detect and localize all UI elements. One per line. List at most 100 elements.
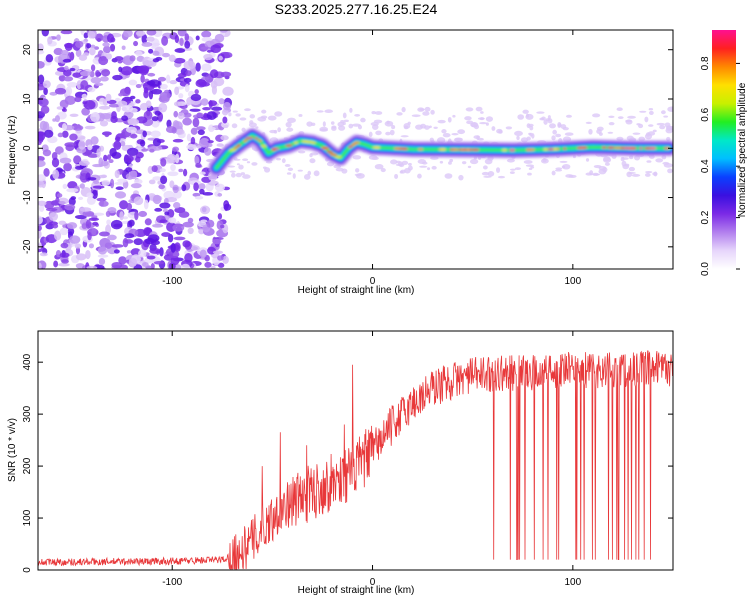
spectrogram-noise-cell: [207, 140, 214, 144]
spectrogram-speckle: [441, 129, 447, 134]
spectrogram-noise-cell: [142, 262, 149, 267]
spectrogram-noise-cell: [206, 219, 215, 228]
spectrogram-noise-cell: [38, 155, 45, 162]
spectrogram-speckle: [466, 120, 474, 125]
spectrogram-noise-cell: [187, 227, 194, 235]
spectrogram-speckle: [236, 163, 240, 166]
spectrogram-noise-cell: [98, 105, 111, 110]
spectrogram-noise-cell: [90, 44, 96, 49]
spectrogram-speckle: [528, 132, 532, 136]
spectrogram-hot-spot: [471, 148, 480, 151]
spectrogram-speckle: [491, 126, 496, 131]
spectrogram-speckle: [485, 116, 494, 122]
spectrogram-noise-cell: [217, 192, 223, 197]
spectrogram-noise-cell: [39, 120, 48, 131]
spectrogram-noise-cell: [95, 70, 100, 78]
snr-background: [38, 331, 673, 570]
spectrogram-noise-cell: [166, 119, 172, 128]
spectrogram-noise-cell: [105, 210, 111, 217]
spectrogram-speckle: [585, 172, 593, 176]
spectrogram-speckle: [229, 170, 236, 173]
spectrogram-speckle: [417, 173, 422, 179]
x-tick-label: 0: [370, 276, 376, 287]
spectrogram-speckle: [655, 158, 664, 163]
spectrogram-noise-cell: [172, 146, 180, 152]
spectrogram-noise-cell: [222, 86, 234, 96]
spectrogram-speckle: [509, 171, 515, 174]
spectrogram-speckle: [476, 135, 480, 141]
spectrogram-noise-cell: [172, 223, 185, 232]
spectrogram-hot-spot: [401, 147, 408, 151]
spectrogram-noise-cell: [109, 43, 116, 52]
colorbar-tick-label: 0.8: [700, 56, 711, 70]
spectrogram-noise-cell: [189, 108, 201, 112]
spectrogram-noise-cell: [184, 40, 191, 49]
y-tick-label: -10: [22, 190, 33, 205]
spectrogram-speckle: [659, 124, 666, 130]
spectrogram-noise-cell: [99, 145, 105, 152]
spectrogram-speckle: [592, 172, 599, 176]
spectrogram-noise-cell: [159, 83, 168, 90]
spectrogram-hot-spot: [285, 144, 293, 147]
spectrogram-noise-cell: [172, 184, 179, 194]
spectrogram-speckle: [244, 108, 251, 112]
spectrogram-speckle: [531, 133, 535, 139]
spectrogram-hot-spot: [665, 147, 671, 150]
spectrogram-noise-cell: [177, 112, 185, 120]
spectrogram-noise-cell: [58, 262, 70, 267]
spectrogram-noise-cell: [79, 207, 92, 212]
spectrogram-noise-cell: [183, 47, 193, 51]
x-tick-label: 100: [564, 577, 581, 588]
spectrogram-noise-cell: [217, 255, 224, 261]
spectrogram-speckle: [262, 166, 267, 169]
spectrogram-hot-spot: [614, 146, 622, 150]
spectrogram-speckle: [316, 110, 324, 113]
spectrogram-noise-cell: [125, 126, 137, 133]
spectrogram-speckle: [467, 165, 472, 169]
spectrogram-speckle: [667, 106, 673, 112]
spectrogram-hot-spot: [257, 139, 262, 142]
spectrogram-noise-cell: [170, 164, 176, 172]
spectrogram-speckle: [607, 131, 614, 134]
spectrogram-hot-spot: [293, 141, 299, 144]
spectrogram-speckle: [341, 168, 348, 174]
spectrogram-noise-cell: [54, 70, 65, 76]
spectrogram-speckle: [297, 169, 303, 172]
spectrogram-hot-spot: [607, 146, 615, 149]
spectrogram-speckle: [368, 131, 373, 137]
spectrogram-speckle: [483, 175, 492, 178]
spectrogram-noise-cell: [75, 253, 87, 261]
spectrogram-speckle: [298, 114, 303, 117]
spectrogram-noise-cell: [49, 91, 58, 96]
spectrogram-noise-cell: [99, 120, 109, 127]
spectrogram-speckle: [400, 135, 409, 138]
spectrogram-speckle: [277, 127, 281, 133]
spectrogram-noise-cell: [174, 48, 186, 53]
spectrogram-speckle: [660, 110, 666, 115]
spectrogram-speckle: [235, 172, 242, 178]
spectrogram-noise-cell: [127, 118, 140, 126]
spectrogram-noise-cell: [190, 93, 202, 102]
spectrogram-noise-cell: [38, 242, 42, 250]
spectrogram-noise-cell: [107, 234, 117, 241]
spectrogram-speckle: [374, 111, 383, 115]
spectrogram-speckle: [354, 173, 362, 177]
spectrogram-noise-cell: [38, 74, 45, 84]
spectrogram-noise-cell: [167, 208, 175, 219]
spectrogram-hot-spot: [501, 148, 508, 152]
spectrogram-speckle: [274, 111, 283, 117]
spectrogram-noise-cell: [80, 30, 85, 36]
spectrogram-speckle: [564, 132, 574, 136]
spectrogram-noise-cell: [200, 46, 211, 51]
spectrogram-noise-cell: [83, 100, 96, 110]
spectrogram-noise-cell: [133, 40, 139, 47]
spectrogram-noise-cell: [98, 231, 110, 237]
spectrogram-speckle: [375, 130, 382, 136]
spectrogram-speckle: [529, 125, 534, 131]
spectrogram-noise-cell: [198, 81, 211, 87]
spectrogram-noise-cell: [90, 112, 100, 123]
spectrogram-noise-cell: [133, 196, 144, 206]
spectrogram-hot-spot: [326, 150, 334, 154]
snr-y-ticks: 0 100 200 300 400: [22, 353, 673, 573]
